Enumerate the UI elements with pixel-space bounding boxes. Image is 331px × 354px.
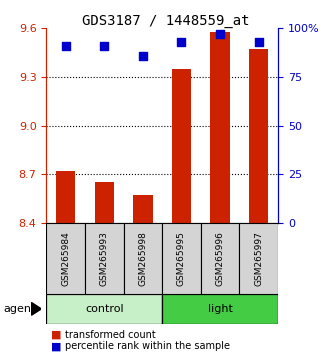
- Bar: [56, 171, 75, 223]
- FancyBboxPatch shape: [162, 223, 201, 294]
- Polygon shape: [31, 302, 41, 315]
- Text: GSM265997: GSM265997: [254, 231, 263, 286]
- FancyBboxPatch shape: [85, 223, 123, 294]
- Bar: [172, 69, 191, 223]
- Bar: [133, 195, 153, 223]
- FancyBboxPatch shape: [46, 294, 162, 324]
- Text: percentile rank within the sample: percentile rank within the sample: [65, 341, 229, 351]
- Bar: [95, 182, 114, 223]
- FancyBboxPatch shape: [46, 223, 85, 294]
- Text: GSM265996: GSM265996: [215, 231, 225, 286]
- Point: [63, 43, 68, 48]
- Point: [256, 39, 261, 45]
- Point: [179, 39, 184, 45]
- Text: control: control: [85, 304, 123, 314]
- Point: [140, 53, 146, 58]
- Bar: [211, 32, 230, 223]
- Text: transformed count: transformed count: [65, 330, 155, 339]
- Text: light: light: [208, 304, 233, 314]
- Text: GSM265998: GSM265998: [138, 231, 147, 286]
- Text: agent: agent: [3, 304, 36, 314]
- FancyBboxPatch shape: [239, 223, 278, 294]
- Text: GDS3187 / 1448559_at: GDS3187 / 1448559_at: [82, 14, 249, 28]
- Point: [102, 43, 107, 48]
- Text: ■: ■: [51, 330, 62, 339]
- Point: [217, 31, 223, 37]
- Text: GSM265993: GSM265993: [100, 231, 109, 286]
- FancyBboxPatch shape: [201, 223, 239, 294]
- Text: GSM265984: GSM265984: [61, 231, 70, 286]
- FancyBboxPatch shape: [162, 294, 278, 324]
- Bar: [249, 50, 268, 223]
- Text: ■: ■: [51, 341, 62, 351]
- FancyBboxPatch shape: [123, 223, 162, 294]
- Text: GSM265995: GSM265995: [177, 231, 186, 286]
